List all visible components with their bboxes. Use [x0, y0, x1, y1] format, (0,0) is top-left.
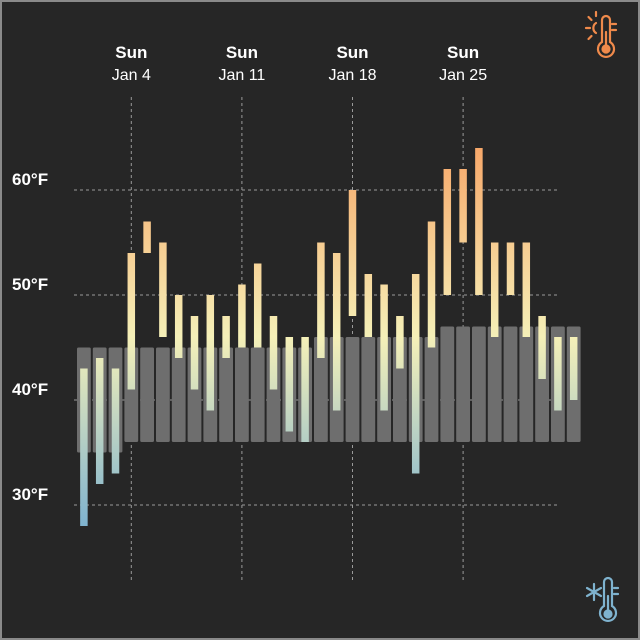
observed-range-bar [111, 368, 120, 474]
normal-range-bar [456, 326, 470, 442]
observed-range-bar [538, 316, 546, 379]
observed-range-bar [317, 242, 325, 358]
normal-range-bar [519, 326, 534, 442]
observed-range-bar [348, 190, 357, 316]
observed-range-bar [222, 316, 230, 358]
observed-range-bar [332, 253, 341, 411]
observed-range-bar [459, 169, 467, 243]
observed-range-bar [238, 284, 246, 348]
normal-range-bar [503, 326, 518, 442]
observed-range-bar [364, 274, 373, 337]
observed-range-bar [490, 242, 499, 337]
observed-range-bar [143, 221, 151, 253]
week-day-label: Sun [115, 43, 147, 62]
week-day-label: Sun [336, 43, 368, 62]
observed-range-bar [174, 295, 183, 358]
normal-range-bar [314, 337, 328, 442]
observed-range-bar [411, 274, 420, 474]
normal-range-bar [171, 347, 186, 442]
observed-range-bar [301, 337, 309, 442]
normal-range-bar [440, 326, 455, 442]
normal-range-bar [424, 337, 439, 442]
y-tick-label: 30°F [12, 485, 48, 504]
week-date-label: Jan 18 [328, 67, 376, 84]
normal-range-bar [345, 337, 360, 442]
thermometer-sun-icon [584, 10, 618, 59]
normal-range-bar [140, 347, 154, 442]
normal-range-bar [361, 337, 376, 442]
week-day-label: Sun [226, 43, 258, 62]
week-day-label: Sun [447, 43, 479, 62]
observed-range-bar [269, 316, 278, 390]
y-tick-label: 50°F [12, 275, 48, 294]
normal-range-bar [472, 326, 486, 442]
y-tick-label: 40°F [12, 380, 48, 399]
observed-range-bar [380, 284, 388, 411]
observed-range-bar [127, 253, 136, 390]
observed-range-bar [80, 368, 88, 526]
observed-range-bar [569, 337, 578, 400]
observed-range-bar [285, 337, 294, 432]
observed-range-bar [443, 169, 452, 295]
observed-range-bar [253, 263, 262, 348]
y-tick-label: 60°F [12, 170, 48, 189]
normal-range-bar [250, 347, 265, 442]
week-date-label: Jan 25 [439, 67, 487, 84]
observed-range-bar [95, 358, 104, 484]
observed-range-bar [506, 242, 515, 295]
thermometer-snowflake-icon [585, 576, 620, 623]
normal-range-bar [487, 326, 502, 442]
week-date-label: Jan 11 [218, 67, 265, 84]
observed-range-bar [475, 148, 483, 295]
observed-range-bar [190, 316, 199, 390]
observed-range-bar [554, 337, 562, 411]
normal-range-bar [219, 347, 233, 442]
observed-range-bar [206, 295, 215, 411]
week-date-label: Jan 4 [112, 67, 151, 84]
observed-range-bar [159, 242, 167, 337]
observed-range-bar [396, 316, 404, 369]
observed-range-bar [427, 221, 436, 348]
normal-range-bar [235, 347, 249, 442]
normal-range-bar [156, 347, 170, 442]
observed-range-bar [522, 242, 531, 337]
